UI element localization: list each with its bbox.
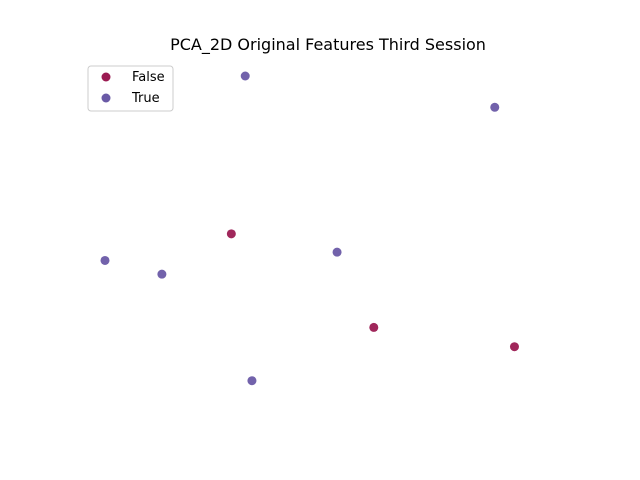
scatter-point-false-3 [509,342,519,352]
scatter-point-true-3 [332,247,342,257]
data-points [100,71,519,386]
scatter-point-true-4 [100,255,110,265]
legend: False True [87,65,174,112]
scatter-point-true-2 [490,102,500,112]
scatter-point-true-6 [247,376,257,386]
legend-label-true: True [131,91,160,106]
legend-label-false: False [132,70,165,85]
legend-marker-false [101,72,111,82]
scatter-point-true-5 [157,269,167,279]
chart-title: PCA_2D Original Features Third Session [170,35,486,55]
scatter-point-false-1 [226,229,236,239]
scatter-point-false-2 [369,322,379,332]
legend-marker-true [101,93,111,103]
scatter-point-true-1 [240,71,250,81]
